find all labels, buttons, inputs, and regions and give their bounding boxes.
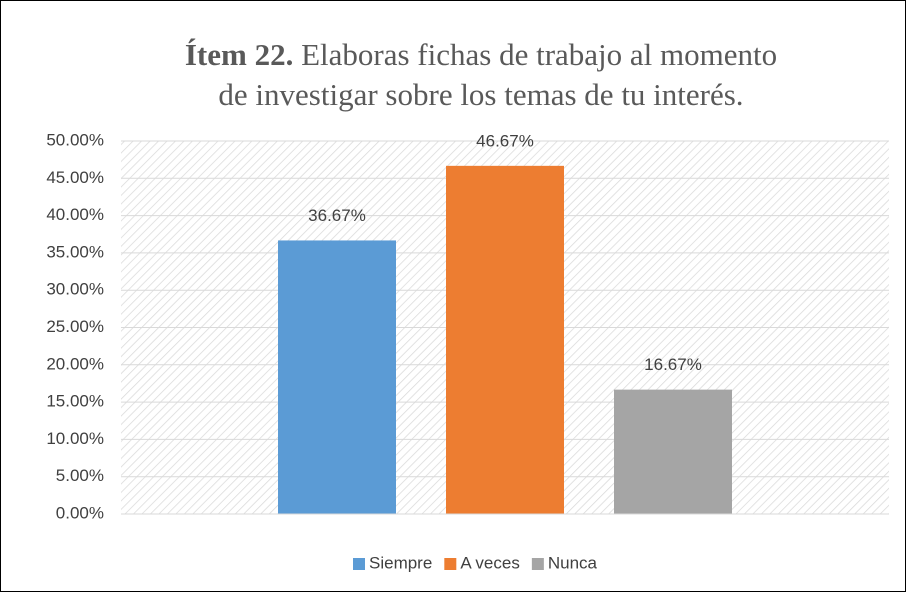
y-tick-label: 30.00%: [46, 280, 104, 299]
y-tick-label: 15.00%: [46, 392, 104, 411]
y-tick-label: 25.00%: [46, 317, 104, 336]
legend-swatch: [353, 558, 365, 570]
chart-title: Ítem 22. Elaboras fichas de trabajo al m…: [181, 35, 781, 115]
bar: [278, 240, 396, 514]
y-tick-label: 10.00%: [46, 429, 104, 448]
legend-swatch: [444, 558, 457, 570]
legend-label: Siempre: [369, 553, 432, 572]
legend-label: A veces: [460, 553, 520, 572]
y-tick-label: 40.00%: [46, 205, 104, 224]
legend-label: Nunca: [548, 553, 598, 572]
title-bold: Ítem 22.: [184, 37, 294, 72]
data-label: 16.67%: [644, 355, 702, 374]
data-label: 46.67%: [476, 131, 534, 150]
y-tick-label: 35.00%: [46, 242, 104, 261]
title-text: Elaboras fichas de trabajo al momento de…: [218, 37, 778, 112]
bar: [446, 165, 564, 514]
y-tick-label: 50.00%: [46, 130, 104, 149]
bar: [614, 389, 732, 514]
y-tick-label: 0.00%: [56, 503, 104, 522]
y-tick-label: 5.00%: [56, 466, 104, 485]
y-tick-label: 20.00%: [46, 354, 104, 373]
y-tick-label: 45.00%: [46, 168, 104, 187]
data-label: 36.67%: [308, 206, 366, 225]
legend-swatch: [531, 558, 544, 570]
